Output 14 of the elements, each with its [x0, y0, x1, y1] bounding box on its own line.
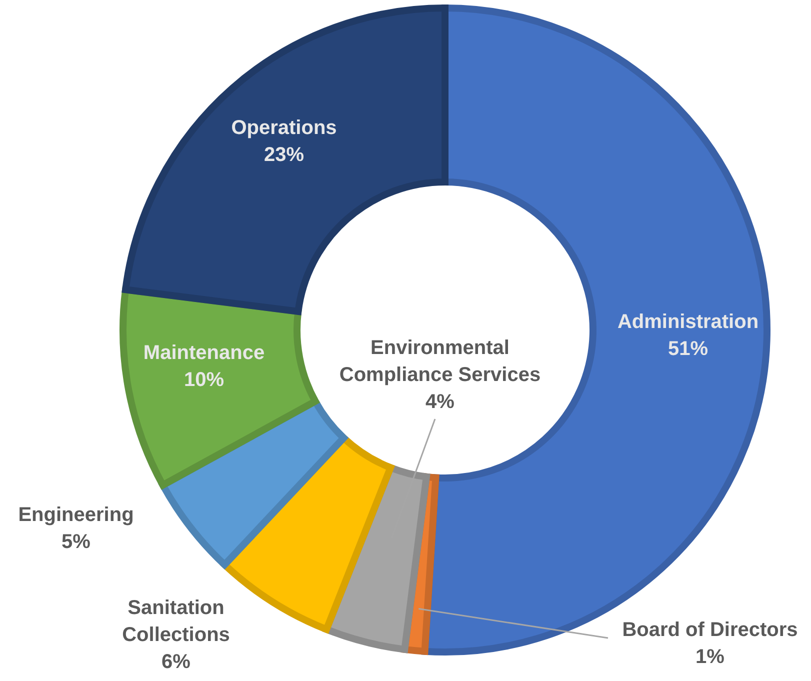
data-label: 23%: [264, 144, 304, 166]
data-label: 1%: [696, 646, 725, 668]
data-label: 4%: [426, 391, 455, 413]
slice-label: Administration: [617, 311, 759, 333]
data-label: 6%: [162, 651, 191, 673]
slice-label: Engineering: [18, 504, 134, 526]
slice-label: Maintenance: [143, 342, 265, 364]
data-label: 10%: [184, 369, 224, 391]
slice-label: Environmental Compliance Services: [339, 337, 541, 386]
slice-label: Sanitation Collections: [122, 597, 230, 646]
data-label: 51%: [668, 338, 708, 360]
slice-label: Operations: [231, 117, 337, 139]
data-label: 5%: [62, 531, 91, 553]
slice-label: Board of Directors: [622, 619, 798, 641]
